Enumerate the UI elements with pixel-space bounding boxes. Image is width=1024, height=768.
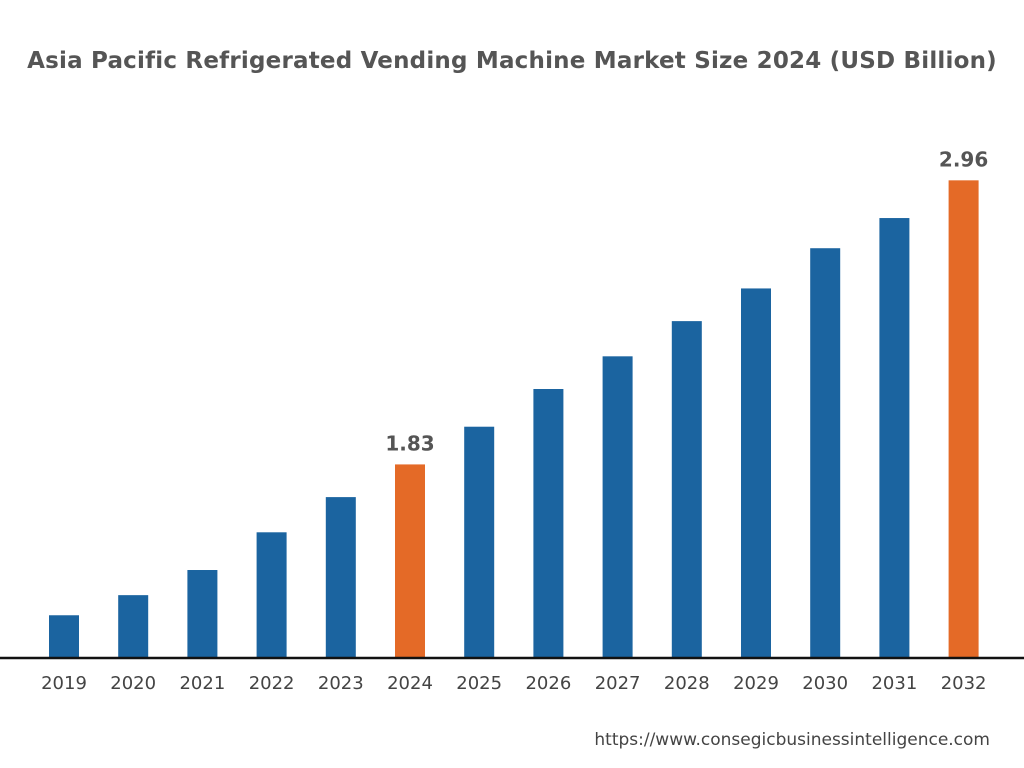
x-tick-label: 2030 — [802, 673, 848, 694]
bar-2029 — [741, 288, 771, 658]
x-tick-label: 2022 — [249, 673, 295, 694]
bar-2028 — [671, 321, 702, 658]
x-tick-label: 2031 — [871, 673, 917, 694]
bar-2030 — [810, 248, 841, 658]
x-tick-label: 2027 — [595, 673, 641, 694]
data-label-2032: 2.96 — [939, 147, 988, 171]
bar-2026 — [533, 389, 564, 658]
bar-2027 — [602, 356, 633, 658]
x-tick-label: 2021 — [179, 673, 225, 694]
bar-2023 — [325, 497, 356, 658]
bar-2032 — [948, 180, 979, 659]
x-tick-label: 2029 — [733, 673, 779, 694]
bar-2022 — [256, 532, 287, 658]
bar-2025 — [464, 426, 495, 658]
source-url: https://www.consegicbusinessintelligence… — [594, 730, 990, 750]
bar-2021 — [187, 570, 218, 658]
bar-2031 — [879, 218, 910, 658]
x-tick-label: 2032 — [941, 673, 987, 694]
bar-2019 — [49, 615, 79, 658]
x-tick-label: 2024 — [387, 673, 433, 694]
chart-title: Asia Pacific Refrigerated Vending Machin… — [27, 48, 997, 74]
x-tick-label: 2019 — [41, 673, 87, 694]
bar-2024 — [395, 464, 425, 658]
x-tick-label: 2028 — [664, 673, 710, 694]
x-tick-label: 2020 — [110, 673, 156, 694]
bar-2020 — [118, 595, 149, 658]
x-tick-label: 2026 — [525, 673, 571, 694]
x-tick-label: 2025 — [456, 673, 502, 694]
data-label-2024: 1.83 — [385, 431, 434, 455]
x-tick-label: 2023 — [318, 673, 364, 694]
